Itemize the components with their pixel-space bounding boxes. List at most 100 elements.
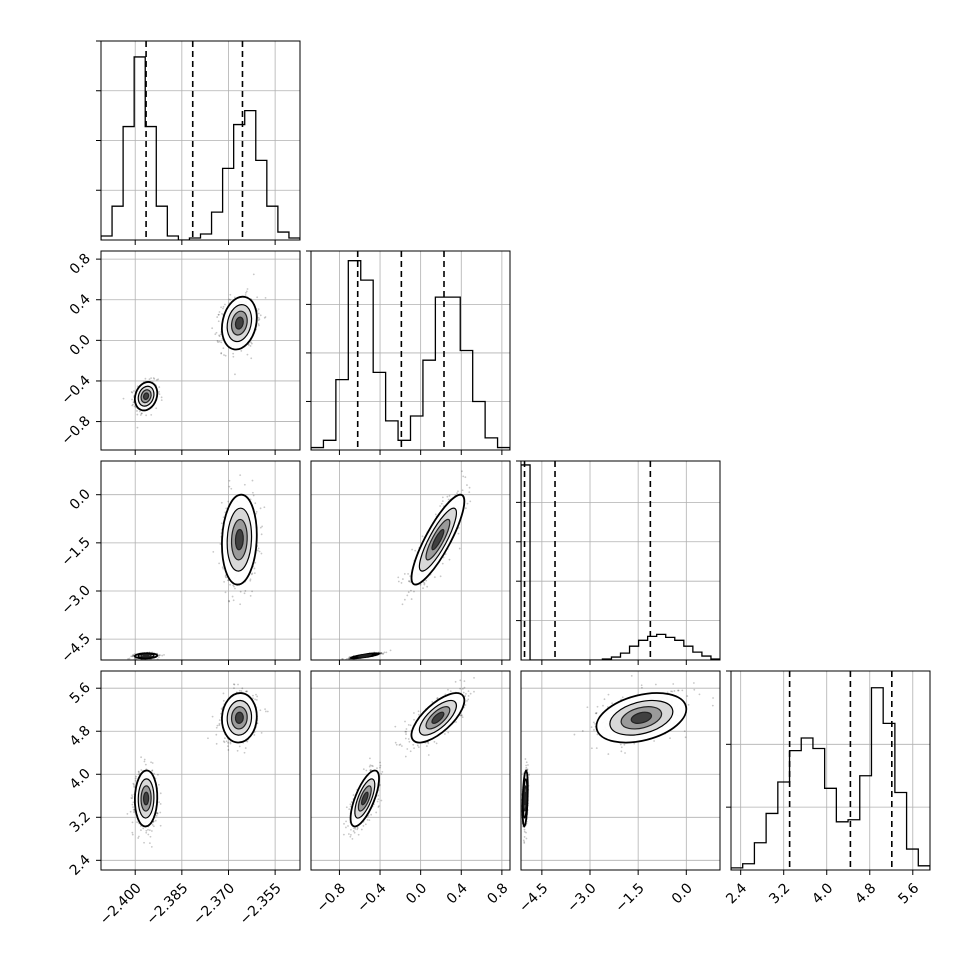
scatter-point [148, 842, 151, 845]
scatter-point [142, 827, 145, 830]
density-contour [234, 528, 244, 551]
scatter-point [389, 649, 392, 652]
scatter-point [216, 316, 219, 318]
scatter-point [132, 783, 135, 786]
scatter-point [264, 710, 267, 713]
scatter-point [348, 656, 351, 659]
scatter-point [232, 352, 235, 355]
panel-content [101, 461, 300, 660]
scatter-point [369, 769, 372, 771]
scatter-point [259, 314, 262, 317]
scatter-point [260, 731, 263, 734]
scatter-point [130, 797, 133, 799]
scatter-point [257, 549, 259, 552]
scatter-point [228, 600, 231, 603]
scatter-point [400, 582, 403, 584]
scatter-point [218, 724, 221, 727]
scatter-point [397, 580, 400, 583]
scatter-point [145, 831, 148, 834]
scatter-point [234, 373, 236, 376]
scatter-point [423, 583, 426, 586]
scatter-point [263, 506, 266, 509]
scatter-point [223, 741, 226, 744]
scatter-point [379, 651, 382, 654]
scatter-point [140, 829, 142, 832]
scatter-point [237, 683, 239, 686]
scatter-point [253, 572, 256, 574]
scatter-point [365, 769, 368, 772]
scatter-point [212, 550, 215, 553]
scatter-point [220, 352, 223, 355]
scatter-point [350, 801, 353, 803]
scatter-point [224, 354, 227, 357]
scatter-point [225, 576, 228, 579]
scatter-point [425, 579, 428, 582]
scatter-point [348, 808, 351, 811]
scatter-point [137, 835, 140, 838]
scatter-point [131, 398, 133, 401]
scatter-point [345, 657, 348, 660]
scatter-point [255, 698, 258, 701]
scatter-point [223, 580, 225, 583]
scatter-point [466, 484, 468, 486]
scatter-point [252, 273, 255, 276]
scatter-point [422, 581, 425, 584]
scatter-point [158, 386, 161, 388]
scatter-point [408, 580, 410, 582]
panel-content [101, 41, 300, 240]
scatter-point [140, 412, 143, 415]
scatter-point [251, 491, 254, 494]
scatter-point [220, 522, 223, 525]
scatter-point [215, 742, 218, 745]
scatter-point [217, 313, 220, 316]
scatter-point [218, 562, 221, 565]
scatter-point [151, 762, 154, 764]
scatter-point [228, 599, 230, 602]
scatter-point [133, 786, 136, 789]
scatter-point [239, 603, 242, 606]
scatter-point [252, 494, 255, 497]
scatter-point [218, 719, 221, 722]
scatter-point [370, 768, 372, 771]
scatter-point [230, 487, 233, 490]
scatter-point [257, 547, 260, 550]
scatter-point [127, 658, 129, 660]
scatter-point [232, 355, 235, 358]
scatter-point [244, 294, 247, 296]
scatter-point [244, 590, 247, 592]
scatter-point [257, 319, 260, 322]
scatter-point [236, 749, 239, 752]
scatter-point [409, 581, 412, 583]
scatter-point [136, 413, 139, 416]
scatter-point [145, 414, 148, 417]
scatter-point [132, 403, 134, 406]
scatter-point [211, 715, 214, 718]
scatter-point [352, 830, 355, 832]
scatter-point [222, 692, 225, 695]
scatter-point [379, 764, 382, 767]
scatter-point [139, 414, 142, 416]
scatter-point [257, 316, 260, 319]
scatter-point [227, 749, 230, 751]
panel-frame [100, 250, 301, 451]
scatter-point [156, 812, 159, 815]
scatter-point [349, 803, 352, 806]
scatter-point [231, 595, 234, 598]
scatter-point [375, 811, 378, 814]
scatter-point [223, 354, 225, 356]
scatter-point [135, 775, 137, 778]
scatter-point [122, 397, 125, 400]
scatter-point [158, 393, 161, 396]
scatter-point [149, 835, 152, 838]
panel-content [521, 461, 720, 660]
scatter-point [347, 825, 349, 827]
scatter-point [161, 654, 164, 657]
scatter-point [145, 829, 148, 832]
scatter-point [133, 405, 136, 408]
scatter-point [431, 701, 434, 703]
scatter-point [466, 502, 469, 505]
scatter-point [381, 653, 384, 655]
scatter-point [130, 655, 133, 658]
scatter-point [380, 651, 383, 654]
scatter-point [218, 722, 221, 725]
